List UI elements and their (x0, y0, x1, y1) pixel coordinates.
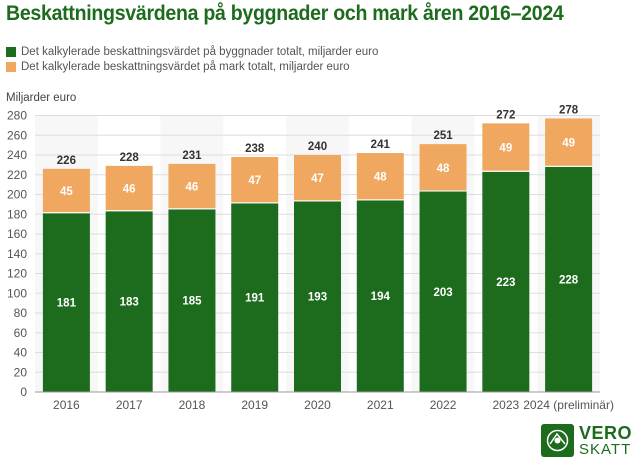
data-label-total: 272 (496, 109, 515, 121)
bar-land (168, 163, 216, 209)
data-label-buildings: 223 (496, 277, 515, 289)
x-tick-label: 2019 (241, 398, 268, 412)
x-tick-label: 2017 (116, 398, 143, 412)
bar-buildings (168, 209, 216, 392)
y-tick-label: 200 (7, 188, 27, 202)
data-label-total: 278 (559, 104, 579, 116)
y-tick-label: 100 (7, 286, 27, 300)
data-label-land: 49 (562, 138, 575, 150)
data-label-total: 241 (371, 139, 391, 151)
legend-label-buildings: Det kalkylerade beskattningsvärdet på by… (21, 45, 379, 58)
data-label-land: 47 (311, 173, 324, 185)
bar-land (419, 144, 467, 191)
y-tick-label: 260 (7, 128, 27, 142)
data-label-total: 226 (57, 155, 76, 167)
data-label-buildings: 185 (182, 296, 202, 308)
bar-land (356, 153, 404, 200)
bar-buildings (482, 171, 530, 392)
y-tick-label: 240 (7, 148, 27, 162)
x-tick-label: 2020 (304, 398, 331, 412)
y-tick-label: 120 (7, 267, 27, 281)
x-tick-label: 2023 (492, 398, 519, 412)
y-tick-label: 180 (7, 207, 27, 221)
data-label-buildings: 203 (433, 287, 452, 299)
bar-land (231, 156, 279, 203)
data-label-land: 46 (123, 184, 136, 196)
bar-buildings (231, 203, 279, 392)
data-label-land: 49 (499, 143, 512, 155)
data-label-buildings: 181 (57, 298, 77, 310)
y-tick-label: 20 (14, 365, 28, 379)
data-label-total: 231 (182, 150, 202, 162)
legend-swatch-buildings (6, 46, 16, 57)
data-label-land: 45 (60, 186, 73, 198)
bar-buildings (545, 166, 593, 392)
data-label-land: 48 (374, 172, 387, 184)
logo-text-vero: VERO (579, 423, 633, 443)
data-label-buildings: 228 (559, 274, 579, 286)
data-label-buildings: 191 (245, 293, 265, 305)
bar-land (294, 155, 341, 201)
bar-buildings (419, 191, 467, 392)
logo-text-skatt: SKATT (579, 441, 632, 458)
logo-emblem-icon (541, 424, 574, 457)
data-label-land: 48 (437, 163, 450, 175)
x-tick-label: 2024 (preliminär) (523, 398, 614, 412)
x-tick-label: 2016 (53, 398, 80, 412)
y-tick-label: 40 (14, 346, 28, 360)
bar-buildings (105, 211, 153, 392)
data-label-total: 238 (245, 143, 265, 155)
data-label-buildings: 193 (308, 292, 327, 304)
y-tick-label: 60 (14, 326, 28, 340)
bar-land (42, 168, 90, 213)
legend-item-land: Det kalkylerade beskattningsvärdet på ma… (6, 59, 378, 74)
y-tick-label: 140 (7, 247, 27, 261)
bar-buildings (294, 201, 341, 392)
y-axis-label: Miljarder euro (6, 92, 77, 104)
bar-buildings (356, 200, 404, 392)
x-tick-label: 2022 (430, 398, 457, 412)
y-tick-label: 0 (20, 385, 27, 399)
bar-land (545, 118, 593, 166)
y-tick-label: 160 (7, 227, 27, 241)
data-label-buildings: 194 (371, 291, 391, 303)
bar-land (105, 165, 153, 211)
data-label-buildings: 183 (120, 297, 139, 309)
bar-land (482, 123, 530, 171)
data-label-land: 46 (186, 182, 199, 194)
data-label-total: 251 (433, 130, 453, 142)
y-tick-label: 80 (14, 306, 28, 320)
data-label-land: 47 (248, 175, 261, 187)
vero-skatt-logo: VERO SKATT (541, 423, 637, 458)
y-tick-label: 280 (7, 109, 27, 123)
data-label-total: 240 (308, 141, 327, 153)
bar-buildings (42, 213, 90, 392)
legend-label-land: Det kalkylerade beskattningsvärdet på ma… (21, 60, 350, 73)
x-tick-label: 2018 (179, 398, 206, 412)
legend-item-buildings: Det kalkylerade beskattningsvärdet på by… (6, 44, 378, 59)
y-tick-label: 220 (7, 168, 27, 182)
legend: Det kalkylerade beskattningsvärdet på by… (6, 44, 378, 74)
data-label-total: 228 (120, 152, 140, 164)
legend-swatch-land (6, 61, 16, 72)
x-tick-label: 2021 (367, 398, 394, 412)
chart-title: Beskattningsvärdena på byggnader och mar… (6, 2, 564, 25)
